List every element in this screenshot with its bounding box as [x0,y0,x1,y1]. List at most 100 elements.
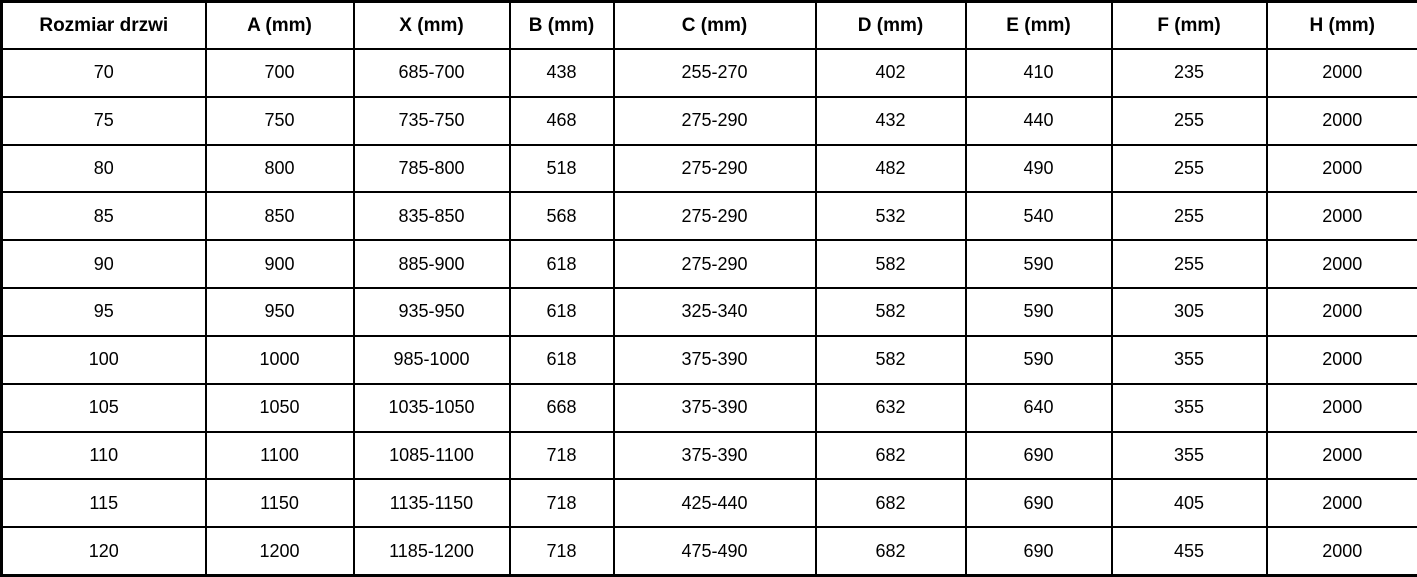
table-cell: 2000 [1265,48,1417,98]
table-header-row: Rozmiar drzwi A (mm) X (mm) B (mm) C (mm… [0,0,1417,50]
table-cell: 275-290 [612,143,817,194]
table-cell: 275-290 [612,191,817,242]
table-cell: 718 [508,478,615,529]
table-cell: 425-440 [612,478,817,529]
table-cell: 682 [814,478,967,529]
table-row: 70 700 685-700 438 255-270 402 410 235 2000 [0,48,1417,98]
table-row: 75 750 735-750 468 275-290 432 440 255 2000 [0,95,1417,146]
door-size-cell: 85 [0,191,207,242]
table-row: 85 850 835-850 568 275-290 532 540 255 2000 [0,191,1417,242]
table-cell: 718 [508,526,615,577]
table-cell: 690 [964,526,1113,577]
table-cell: 935-950 [352,287,511,337]
table-row: 100 1000 985-1000 618 375-390 582 590 355 2000 [0,334,1417,385]
column-header-x-mm: X (mm) [352,0,511,50]
table-cell: 800 [204,143,355,194]
table-cell: 2000 [1265,526,1417,577]
table-cell: 1000 [204,334,355,385]
table-cell: 618 [508,334,615,385]
table-cell: 582 [814,239,967,290]
table-cell: 2000 [1265,191,1417,242]
column-header-rozmiar-drzwi: Rozmiar drzwi [0,0,207,50]
door-size-cell: 105 [0,382,207,433]
table-cell: 355 [1110,382,1268,433]
table-cell: 375-390 [612,334,817,385]
table-cell: 590 [964,239,1113,290]
table-cell: 2000 [1265,143,1417,194]
table-cell: 2000 [1265,334,1417,385]
door-size-cell: 120 [0,526,207,577]
table-cell: 850 [204,191,355,242]
door-size-cell: 115 [0,478,207,529]
table-row: 120 1200 1185-1200 718 475-490 682 690 455 2000 [0,526,1417,577]
door-size-cell: 100 [0,334,207,385]
column-header-c-mm: C (mm) [612,0,817,50]
door-size-cell: 90 [0,239,207,290]
table-cell: 2000 [1265,382,1417,433]
table-cell: 582 [814,287,967,337]
door-size-cell: 95 [0,287,207,337]
table-cell: 1150 [204,478,355,529]
table-cell: 405 [1110,478,1268,529]
table-cell: 618 [508,287,615,337]
table-cell: 582 [814,334,967,385]
table-cell: 885-900 [352,239,511,290]
table-cell: 482 [814,143,967,194]
table-cell: 690 [964,430,1113,481]
table-cell: 900 [204,239,355,290]
table-cell: 275-290 [612,239,817,290]
table-cell: 468 [508,95,615,146]
table-cell: 1185-1200 [352,526,511,577]
table-cell: 255 [1110,95,1268,146]
table-cell: 682 [814,430,967,481]
table-row: 105 1050 1035-1050 668 375-390 632 640 355 2000 [0,382,1417,433]
table-cell: 785-800 [352,143,511,194]
table-cell: 735-750 [352,95,511,146]
table-cell: 640 [964,382,1113,433]
table-cell: 375-390 [612,430,817,481]
table-row: 115 1150 1135-1150 718 425-440 682 690 405 2000 [0,478,1417,529]
table-cell: 668 [508,382,615,433]
table-cell: 355 [1110,430,1268,481]
table-cell: 355 [1110,334,1268,385]
column-header-b-mm: B (mm) [508,0,615,50]
table-cell: 632 [814,382,967,433]
table-cell: 255 [1110,143,1268,194]
table-row: 95 950 935-950 618 325-340 582 590 305 2000 [0,287,1417,337]
table-cell: 438 [508,48,615,98]
door-size-cell: 70 [0,48,207,98]
table-cell: 750 [204,95,355,146]
table-cell: 518 [508,143,615,194]
table-cell: 255 [1110,239,1268,290]
table-cell: 618 [508,239,615,290]
table-cell: 2000 [1265,478,1417,529]
table-cell: 950 [204,287,355,337]
table-row: 90 900 885-900 618 275-290 582 590 255 2000 [0,239,1417,290]
table-row: 80 800 785-800 518 275-290 482 490 255 2000 [0,143,1417,194]
table-row: 110 1100 1085-1100 718 375-390 682 690 355 2000 [0,430,1417,481]
column-header-a-mm: A (mm) [204,0,355,50]
table-cell: 255-270 [612,48,817,98]
table-cell: 1200 [204,526,355,577]
table-cell: 305 [1110,287,1268,337]
table-cell: 682 [814,526,967,577]
table-body: 70 700 685-700 438 255-270 402 410 235 2000 75 750… [0,48,1417,577]
table-cell: 440 [964,95,1113,146]
door-size-cell: 75 [0,95,207,146]
door-size-cell: 110 [0,430,207,481]
table-cell: 402 [814,48,967,98]
column-header-h-mm: H (mm) [1265,0,1417,50]
table-cell: 700 [204,48,355,98]
table-cell: 985-1000 [352,334,511,385]
table-cell: 410 [964,48,1113,98]
table-cell: 590 [964,334,1113,385]
table-cell: 568 [508,191,615,242]
table-cell: 432 [814,95,967,146]
table-cell: 835-850 [352,191,511,242]
table-cell: 2000 [1265,430,1417,481]
table-cell: 1085-1100 [352,430,511,481]
table-cell: 475-490 [612,526,817,577]
table-cell: 1135-1150 [352,478,511,529]
